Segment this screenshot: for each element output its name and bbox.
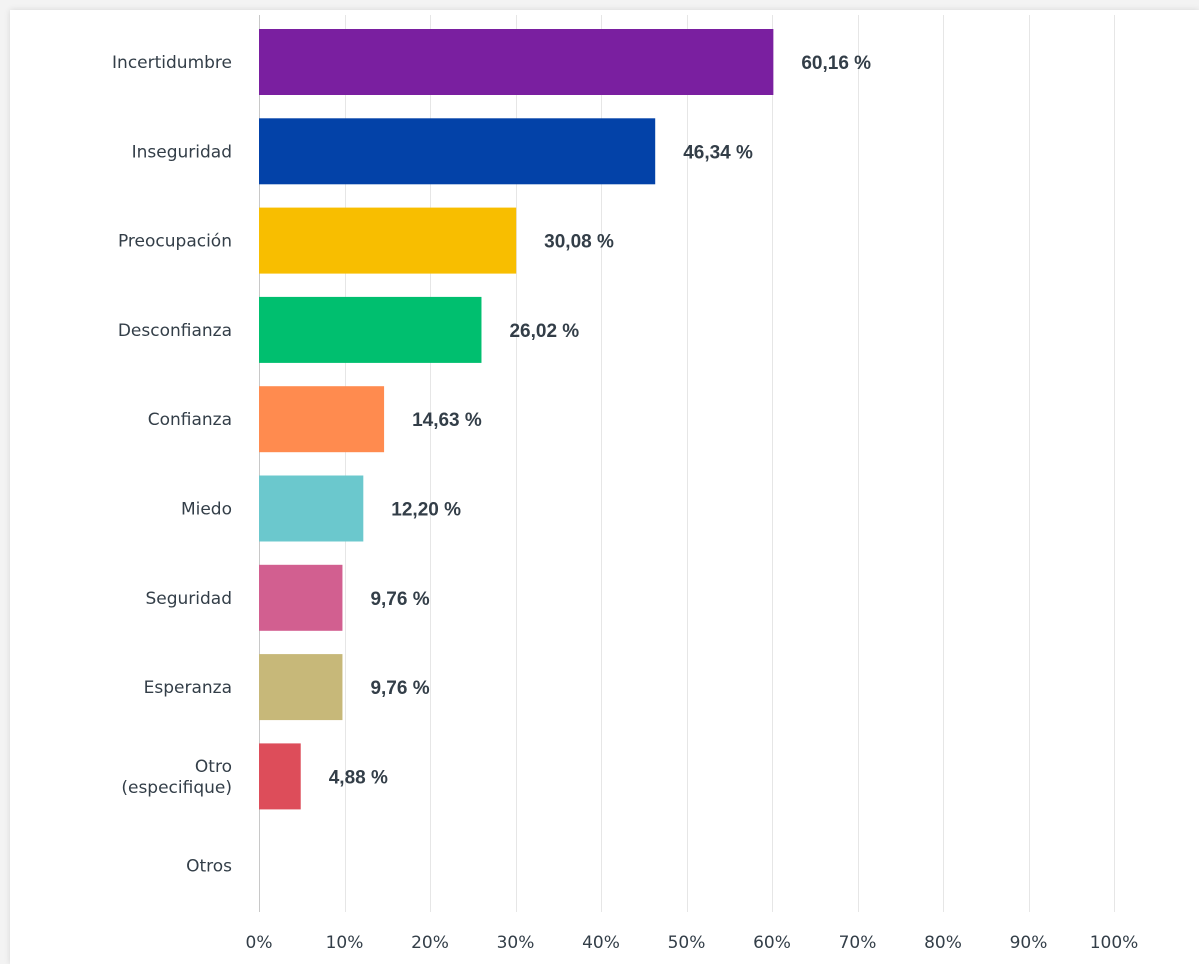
category-label: Preocupación xyxy=(118,232,232,252)
x-tick-label: 40% xyxy=(582,933,620,953)
value-label: 14,63 % xyxy=(412,410,482,431)
category-label: Esperanza xyxy=(144,678,232,698)
bar xyxy=(259,386,385,453)
x-tick-label: 30% xyxy=(497,933,535,953)
category-label: Seguridad xyxy=(145,589,232,609)
value-label: 9,76 % xyxy=(370,678,429,699)
category-labels: Incertidumbre Inseguridad Preocupación Desc… xyxy=(112,53,232,877)
value-label: 12,20 % xyxy=(391,500,461,521)
value-label: 4,88 % xyxy=(329,767,388,788)
category-label: Otro (especifique) xyxy=(121,757,232,798)
x-tick-label: 80% xyxy=(924,933,962,953)
x-tick-label: 70% xyxy=(839,933,877,953)
bar xyxy=(259,118,656,185)
category-label: Inseguridad xyxy=(132,142,232,162)
x-tick-label: 50% xyxy=(668,933,706,953)
value-label: 60,16 % xyxy=(801,53,871,74)
value-label: 46,34 % xyxy=(683,142,753,163)
x-tick-label: 60% xyxy=(753,933,791,953)
category-label: Otros xyxy=(186,857,232,877)
category-label: Desconfianza xyxy=(118,321,232,341)
bars xyxy=(259,29,774,810)
x-tick-label: 0% xyxy=(246,933,273,953)
bar xyxy=(259,29,774,95)
category-label: Incertidumbre xyxy=(112,53,232,73)
value-label: 9,76 % xyxy=(370,589,429,610)
value-label: 30,08 % xyxy=(544,232,614,253)
bar xyxy=(259,564,343,631)
bar xyxy=(259,654,343,721)
x-tick-label: 10% xyxy=(326,933,364,953)
value-labels: 60,16 % 46,34 % 30,08 % 26,02 % 14,63 % 12,20… xyxy=(329,53,871,788)
x-tick-label: 20% xyxy=(411,933,449,953)
bar xyxy=(259,296,482,363)
x-axis-ticks: 0% 10% 20% 30% 40% 50% 60% 70% 80% 90% 100% xyxy=(246,933,1139,953)
value-label: 26,02 % xyxy=(509,321,579,342)
x-tick-label: 100% xyxy=(1090,933,1139,953)
x-tick-label: 90% xyxy=(1010,933,1048,953)
bar xyxy=(259,207,517,274)
category-label: Confianza xyxy=(148,410,232,430)
bar xyxy=(259,743,301,810)
category-label: Miedo xyxy=(181,500,232,520)
bar xyxy=(259,475,364,542)
